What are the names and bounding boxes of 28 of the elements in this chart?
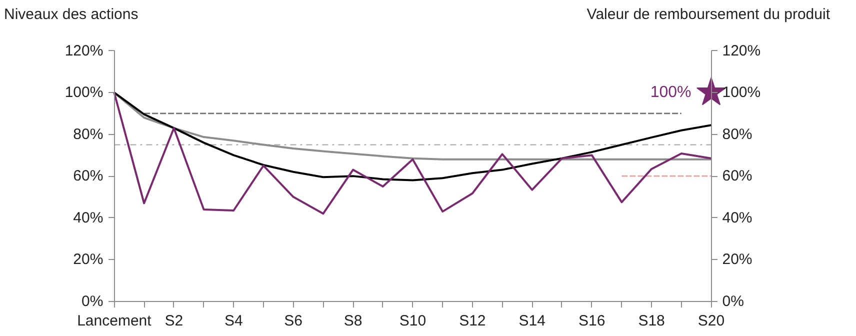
y2-axis-title: Valeur de remboursement du produit xyxy=(586,5,830,25)
x-tick-label: S4 xyxy=(224,312,243,330)
data-label: 100% xyxy=(650,84,692,102)
y2-tick-label: 120% xyxy=(722,42,761,60)
y2-tick-label: 0% xyxy=(722,292,744,310)
x-tick-label: S2 xyxy=(164,312,184,330)
y-tick-label: 120% xyxy=(64,42,104,60)
y2-tick-label: 80% xyxy=(722,126,752,143)
x-tick-label: S6 xyxy=(284,312,302,330)
x-tick-label: Lancement xyxy=(77,312,152,330)
x-tick-label: S20 xyxy=(698,312,725,330)
y-axis-title: Niveaux des actions xyxy=(4,5,138,25)
x-tick-label: S18 xyxy=(638,312,665,330)
y-tick-label: 0% xyxy=(82,292,104,310)
x-tick-label: S14 xyxy=(518,312,546,330)
y-tick-label: 60% xyxy=(73,168,104,185)
y2-tick-label: 60% xyxy=(722,168,752,185)
y2-tick-label: 40% xyxy=(722,209,752,226)
y-tick-label: 20% xyxy=(73,251,104,268)
y2-tick-label: 20% xyxy=(722,251,752,268)
x-tick-label: S12 xyxy=(459,312,486,330)
x-tick-label: S10 xyxy=(399,312,426,330)
y-tick-label: 80% xyxy=(73,126,104,143)
y-tick-label: 40% xyxy=(73,209,104,226)
x-tick-label: S16 xyxy=(578,312,606,330)
y2-tick-label: 100% xyxy=(722,84,761,102)
y-tick-label: 100% xyxy=(64,84,104,102)
x-tick-label: S8 xyxy=(344,312,362,330)
